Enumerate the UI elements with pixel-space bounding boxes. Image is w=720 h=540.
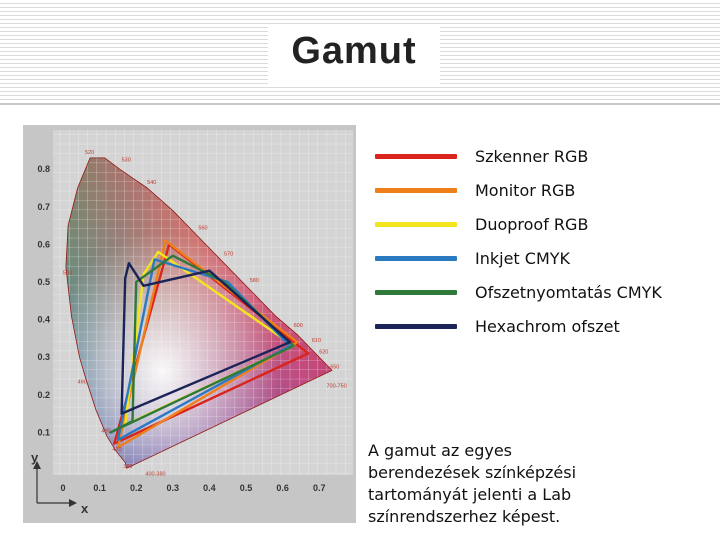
wavelength-label: 620 bbox=[319, 349, 328, 355]
y-tick-label: 0.3 bbox=[37, 352, 50, 362]
wavelength-label: 380 bbox=[123, 464, 132, 470]
legend-label: Inkjet CMYK bbox=[475, 249, 571, 268]
title-divider bbox=[0, 103, 720, 105]
wavelength-label: 560 bbox=[198, 225, 207, 231]
gamut-series-outline bbox=[120, 261, 292, 415]
gamut-series-layer bbox=[109, 239, 310, 449]
legend-swatch bbox=[375, 290, 457, 295]
x-tick-label: 0.2 bbox=[130, 483, 143, 493]
wavelength-label: 470 bbox=[112, 447, 121, 453]
legend-label: Hexachrom ofszet bbox=[475, 317, 620, 336]
axis-arrows bbox=[33, 461, 77, 507]
spectral-locus bbox=[65, 157, 333, 469]
legend-swatch bbox=[375, 154, 457, 159]
legend-label: Monitor RGB bbox=[475, 181, 576, 200]
wavelength-label: 400-380 bbox=[145, 472, 165, 478]
slide-title: Gamut bbox=[291, 30, 417, 72]
wavelength-label: 610 bbox=[312, 338, 321, 344]
legend-item: Szkenner RGB bbox=[375, 140, 685, 174]
y-tick-label: 0.1 bbox=[37, 427, 50, 437]
legend-label: Ofszetnyomtatás CMYK bbox=[475, 283, 662, 302]
wavelength-labels-layer: 380 470 480 490 500 520 530 540 560 570 580 600 610 6… bbox=[63, 150, 347, 477]
y-tick-label: 0.7 bbox=[37, 202, 50, 212]
x-axis-label: x bbox=[81, 501, 89, 516]
x-tick-label: 0 bbox=[60, 483, 65, 493]
y-axis-label: y bbox=[31, 450, 39, 465]
y-tick-label: 0.5 bbox=[37, 277, 50, 287]
title-box bbox=[268, 26, 440, 84]
y-tick-label: 0.6 bbox=[37, 239, 50, 249]
wavelength-label: 520 bbox=[85, 150, 94, 156]
legend-item: Inkjet CMYK bbox=[375, 242, 685, 276]
caption-line: berendezések színképzési bbox=[368, 463, 577, 482]
caption-text: A gamut az egyes berendezések színképzés… bbox=[368, 440, 668, 528]
wavelength-label: 570 bbox=[224, 252, 233, 258]
wavelength-label: 580 bbox=[250, 278, 259, 284]
legend-label: Szkenner RGB bbox=[475, 147, 589, 166]
legend-swatch bbox=[375, 324, 457, 329]
x-tick-label: 0.3 bbox=[167, 483, 180, 493]
wavelength-label: 650 bbox=[330, 365, 339, 371]
y-tick-label: 0.8 bbox=[37, 164, 50, 174]
wavelength-label: 600 bbox=[294, 323, 303, 329]
axis-ticks-layer: 0 0.1 0.2 0.3 0.4 0.5 0.6 0.7 0.1 0.2 0.3 0.4 0.5 0.6… bbox=[37, 164, 325, 493]
caption-line: A gamut az egyes bbox=[368, 441, 513, 460]
legend-swatch bbox=[375, 188, 457, 193]
y-tick-label: 0.2 bbox=[37, 390, 50, 400]
x-tick-label: 0.4 bbox=[203, 483, 216, 493]
caption-line: tartományát jelenti a Lab bbox=[368, 485, 572, 504]
x-tick-label: 0.7 bbox=[313, 483, 326, 493]
wavelength-label: 700-750 bbox=[327, 383, 347, 389]
legend-item: Monitor RGB bbox=[375, 174, 685, 208]
gamut-series-outline bbox=[116, 258, 292, 442]
legend-item: Duoproof RGB bbox=[375, 208, 685, 242]
wavelength-label: 530 bbox=[122, 158, 131, 164]
x-tick-label: 0.5 bbox=[240, 483, 253, 493]
y-tick-label: 0.4 bbox=[37, 315, 50, 325]
x-tick-label: 0.1 bbox=[93, 483, 106, 493]
wavelength-label: 490 bbox=[78, 380, 87, 386]
legend-item: Hexachrom ofszet bbox=[375, 310, 685, 344]
legend-swatch bbox=[375, 222, 457, 227]
legend-label: Duoproof RGB bbox=[475, 215, 589, 234]
wavelength-label: 500 bbox=[63, 271, 72, 277]
legend-item: Ofszetnyomtatás CMYK bbox=[375, 276, 685, 310]
x-tick-label: 0.6 bbox=[276, 483, 289, 493]
gamut-series-outline bbox=[109, 254, 295, 434]
cie-chromaticity-chart: 0 0.1 0.2 0.3 0.4 0.5 0.6 0.7 0.1 0.2 0.3 0.4 0.5 0.6… bbox=[23, 125, 356, 523]
wavelength-label: 480 bbox=[101, 428, 110, 434]
legend-swatch bbox=[375, 256, 457, 261]
legend: Szkenner RGB Monitor RGB Duoproof RGB In… bbox=[375, 140, 685, 344]
caption-line: színrendszerhez képest. bbox=[368, 507, 561, 526]
wavelength-label: 540 bbox=[147, 180, 156, 186]
